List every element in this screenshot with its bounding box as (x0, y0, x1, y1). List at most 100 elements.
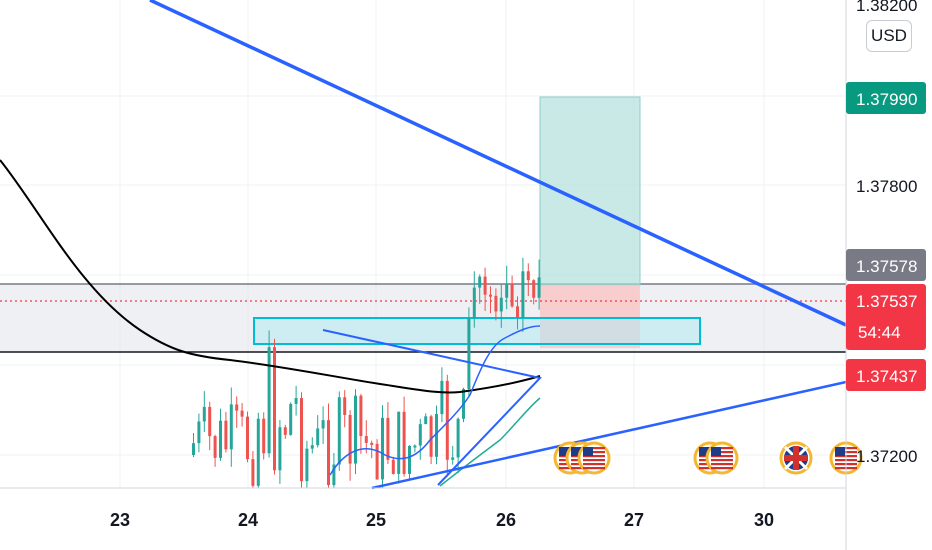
candle-up (289, 403, 293, 435)
svg-text:1.37537: 1.37537 (856, 292, 917, 311)
x-tick-24: 24 (238, 510, 258, 530)
candle-up (440, 380, 444, 415)
candle-down (402, 411, 406, 474)
x-tick-30: 30 (754, 510, 774, 530)
us-flag-stripe (583, 459, 605, 462)
y-tick-1-37200: 1.37200 (856, 447, 917, 466)
candle-up (408, 446, 411, 474)
candle-up (332, 464, 336, 486)
target-price-tag: 1.37990 (846, 82, 926, 114)
candle-up (537, 277, 541, 298)
candle-down (235, 404, 239, 411)
us-flag-stripe (583, 455, 605, 458)
candle-down (213, 436, 217, 458)
candle-down (348, 415, 352, 464)
uk-flag-icon (779, 441, 813, 475)
us-flag-stripe (711, 455, 733, 458)
descending-trendline[interactable] (149, 0, 847, 327)
svg-text:1.37990: 1.37990 (856, 90, 917, 109)
candle-up (192, 443, 195, 455)
us-flag-stripe (583, 447, 605, 450)
candle-down (246, 416, 249, 460)
candle-down (251, 459, 255, 486)
candle-up (316, 428, 320, 446)
current-price-tag: 1.37537 54:44 (846, 284, 926, 350)
lower-price-tag: 1.37437 (846, 359, 926, 391)
candle-up (472, 287, 476, 319)
x-tick-26: 26 (496, 510, 516, 530)
triangle-pattern[interactable] (322, 329, 542, 486)
candle-up (418, 424, 422, 446)
candle-up (397, 411, 401, 474)
candle-down (224, 420, 228, 450)
candle-up (499, 297, 503, 312)
candle-down (262, 418, 266, 454)
uk-flag-cross-vertical (793, 446, 799, 470)
demand-zone-box[interactable] (253, 317, 701, 345)
svg-text:1.37437: 1.37437 (856, 367, 917, 386)
candle-up (435, 414, 438, 457)
candle-down (526, 271, 530, 281)
time-axis[interactable]: 23 24 25 26 27 30 (110, 510, 774, 530)
us-flag-stripe (583, 451, 605, 454)
x-tick-25: 25 (366, 510, 386, 530)
us-flag-stripe (711, 459, 733, 462)
ma-fast-line (439, 397, 541, 487)
candle-down (327, 420, 330, 486)
economic-events[interactable] (553, 441, 863, 475)
countdown-label: 54:44 (858, 323, 901, 342)
candle-down (494, 295, 498, 312)
candle-up (294, 398, 298, 404)
price-axis[interactable]: 1.38200 1.37800 1.37200 (856, 0, 917, 466)
candle-up (229, 404, 233, 450)
us-flag-canton (711, 447, 721, 456)
candle-up (202, 406, 206, 422)
candle-down (510, 283, 514, 307)
candles (192, 257, 541, 488)
candle-up (381, 417, 384, 480)
candle-up (451, 457, 455, 460)
candle-up (354, 395, 357, 464)
candle-down (283, 427, 287, 435)
x-tick-27: 27 (624, 510, 644, 530)
candle-down (359, 395, 363, 437)
candle-up (478, 276, 482, 288)
candle-up (337, 397, 341, 465)
candle-down (300, 398, 303, 482)
candle-down (391, 459, 395, 474)
candle-down (516, 306, 519, 318)
candle-down (445, 380, 449, 460)
candle-up (267, 347, 271, 454)
candle-up (467, 318, 471, 389)
candle-down (483, 276, 487, 295)
upper-price-tag: 1.37578 (846, 249, 926, 281)
us-flag-stripe (711, 463, 733, 466)
candle-down (532, 280, 536, 298)
candle-up (197, 421, 201, 444)
candle-down (343, 397, 347, 416)
us-flag-stripe (583, 463, 605, 466)
us-flag-canton (583, 447, 593, 456)
candle-down (240, 410, 244, 417)
us-flag-stripe (711, 451, 733, 454)
us-flag-canton (699, 447, 709, 456)
candle-down (370, 442, 374, 445)
us-flag-icon (705, 441, 739, 475)
us-flag-canton (835, 447, 845, 456)
currency-button[interactable]: USD (866, 20, 912, 52)
candle-up (321, 420, 325, 429)
candle-down (375, 443, 379, 480)
candle-down (489, 294, 492, 297)
candle-up (305, 448, 309, 482)
candle-down (386, 417, 390, 460)
candle-up (256, 418, 260, 486)
candle-up (219, 420, 222, 458)
candle-down (208, 406, 212, 437)
ma-slow-line (0, 159, 541, 394)
grid (0, 0, 846, 488)
candle-up (424, 416, 428, 425)
us-flag-canton (571, 447, 581, 456)
candle-down (364, 436, 368, 443)
ma-mid-line (329, 325, 541, 476)
